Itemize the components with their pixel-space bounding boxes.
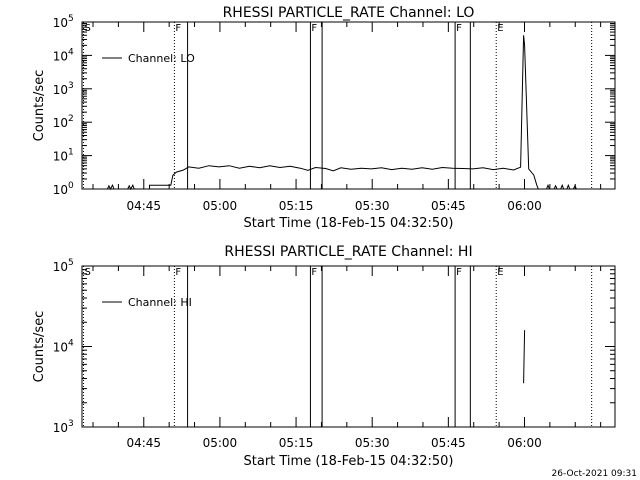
- x-tick-label: 05:15: [279, 436, 314, 450]
- y-tick-label: 101: [53, 148, 74, 164]
- x-tick-label: 04:45: [126, 199, 161, 213]
- x-tick-label: 05:30: [355, 199, 390, 213]
- y-tick-label: 103: [53, 81, 74, 97]
- x-tick-label: 05:00: [203, 199, 238, 213]
- plot-frame: [81, 265, 616, 428]
- x-tick-label: 05:15: [279, 199, 314, 213]
- y-tick-label: 103: [53, 419, 74, 435]
- x-tick-label: 05:45: [431, 199, 466, 213]
- event-marker-label: E: [497, 23, 503, 34]
- plot-frame: [81, 21, 616, 190]
- y-axis-label: Counts/sec: [32, 70, 47, 142]
- chart-title: RHESSI PARTICLE_RATE Channel: LO: [223, 5, 475, 21]
- y-tick-label: 105: [53, 258, 74, 274]
- legend-label: Channel: LO: [128, 52, 195, 65]
- x-axis-label: Start Time (18-Feb-15 04:32:50): [244, 454, 454, 469]
- x-tick-label: 06:00: [507, 199, 542, 213]
- event-marker-label: E: [497, 267, 503, 278]
- x-axis-label: Start Time (18-Feb-15 04:32:50): [244, 216, 454, 231]
- event-marker-label: S: [85, 23, 91, 34]
- event-marker-label: F: [175, 23, 181, 34]
- series-line: [523, 330, 526, 384]
- y-tick-label: 105: [53, 14, 74, 30]
- footer-date: 26-Oct-2021 09:31: [552, 469, 637, 479]
- chart-title: RHESSI PARTICLE_RATE Channel: HI: [224, 244, 472, 260]
- y-axis-label: Counts/sec: [32, 311, 47, 383]
- y-tick-label: 100: [53, 181, 74, 197]
- x-tick-label: 06:00: [507, 436, 542, 450]
- series-line: [106, 35, 577, 191]
- event-marker-label: F: [311, 23, 317, 34]
- legend-label: Channel: HI: [128, 296, 192, 309]
- x-tick-label: 05:45: [431, 436, 466, 450]
- x-tick-label: 05:00: [203, 436, 238, 450]
- x-tick-label: 05:30: [355, 436, 390, 450]
- event-marker-label: F: [311, 267, 317, 278]
- event-marker-label: F: [456, 23, 462, 34]
- chart-panel-hi: RHESSI PARTICLE_RATE Channel: HI 103 104 10…: [32, 244, 616, 469]
- chart-panel-lo: RHESSI PARTICLE_RATE Channel: LO 100 101 10…: [32, 5, 616, 231]
- event-marker-label: S: [85, 267, 91, 278]
- event-marker-label: F: [175, 267, 181, 278]
- y-tick-label: 102: [53, 114, 74, 130]
- event-marker-label: F: [456, 267, 462, 278]
- y-tick-label: 104: [53, 47, 74, 63]
- y-tick-label: 104: [53, 339, 74, 355]
- x-tick-label: 04:45: [126, 436, 161, 450]
